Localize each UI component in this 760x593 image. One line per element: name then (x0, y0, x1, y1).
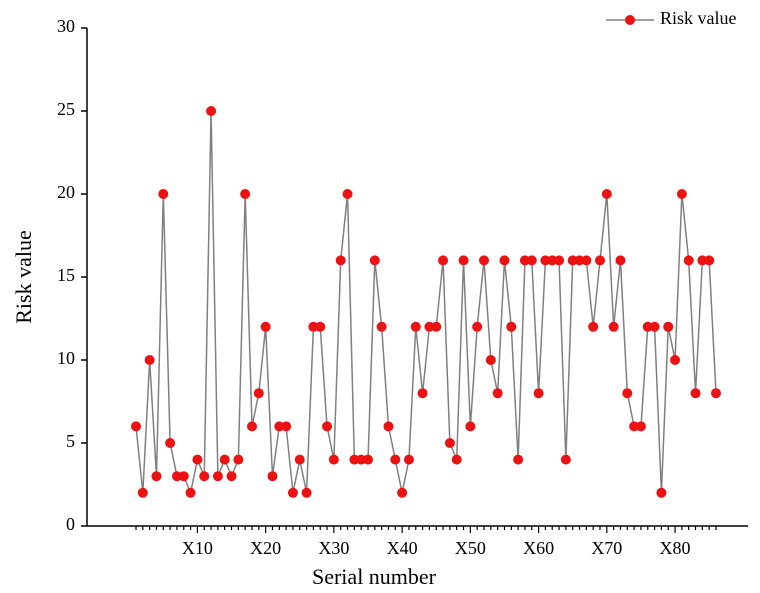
point (410, 321, 421, 332)
point (608, 321, 619, 332)
x-tick-label: X60 (523, 538, 554, 558)
point (165, 438, 176, 448)
point (260, 321, 271, 332)
y-tick-label: 0 (66, 514, 75, 534)
point (417, 388, 428, 399)
point (212, 471, 223, 482)
point (322, 421, 333, 432)
point (403, 454, 414, 465)
x-tick-label: X70 (591, 538, 622, 558)
point (131, 421, 141, 432)
point (649, 321, 660, 332)
x-tick-label: X40 (387, 538, 418, 558)
point (506, 321, 517, 332)
point (615, 255, 626, 266)
point (151, 471, 162, 482)
point (472, 321, 483, 332)
point (390, 454, 401, 465)
point (247, 421, 257, 432)
y-tick-label: 10 (57, 348, 75, 368)
point (513, 454, 524, 465)
y-tick-label: 30 (57, 16, 75, 36)
point (711, 388, 721, 399)
point (233, 454, 244, 465)
point (431, 321, 442, 332)
point (704, 255, 715, 266)
point (281, 421, 292, 432)
legend-label: Risk value (660, 8, 737, 28)
point (206, 106, 217, 116)
point (383, 421, 394, 432)
point (335, 255, 346, 266)
point (178, 471, 189, 482)
x-tick-label: X10 (182, 538, 213, 558)
x-tick-label: X80 (660, 538, 691, 558)
point (690, 388, 701, 399)
point (192, 454, 203, 465)
point (601, 189, 612, 199)
x-tick-label: X30 (318, 538, 349, 558)
point (376, 321, 387, 332)
y-tick-label: 25 (57, 99, 75, 119)
point (315, 321, 326, 332)
point (663, 321, 674, 332)
point (294, 454, 305, 465)
point (560, 454, 571, 465)
x-tick-label: X20 (250, 538, 281, 558)
point (526, 255, 537, 266)
point (158, 189, 169, 199)
point (144, 355, 155, 365)
point (199, 471, 210, 482)
point (676, 189, 687, 199)
point (588, 321, 599, 332)
legend-marker (625, 15, 635, 25)
point (656, 487, 667, 498)
point (622, 388, 633, 399)
point (253, 388, 264, 399)
point (363, 454, 373, 465)
point (267, 471, 278, 482)
point (479, 255, 489, 266)
y-tick-label: 5 (66, 431, 75, 451)
point (683, 255, 694, 266)
point (438, 255, 449, 266)
point (328, 454, 339, 465)
point (240, 189, 251, 199)
point (226, 471, 237, 482)
point (595, 255, 605, 266)
x-tick-label: X50 (455, 538, 486, 558)
point (499, 255, 510, 266)
point (554, 255, 565, 266)
point (465, 421, 476, 432)
point (485, 355, 496, 365)
point (533, 388, 544, 399)
y-axis-title: Risk value (11, 230, 36, 324)
point (670, 355, 681, 365)
point (301, 487, 312, 498)
x-axis-title: Serial number (312, 564, 437, 589)
point (458, 255, 469, 266)
point (397, 487, 408, 498)
point (635, 421, 646, 432)
point (219, 454, 230, 465)
point (492, 388, 503, 399)
point (137, 487, 148, 498)
point (185, 487, 196, 498)
point (581, 255, 592, 266)
point (444, 438, 455, 448)
y-tick-label: 15 (57, 265, 75, 285)
point (451, 454, 462, 465)
point (287, 487, 298, 498)
y-tick-label: 20 (57, 182, 75, 202)
point (342, 189, 353, 199)
point (369, 255, 380, 266)
series-line (135, 110, 717, 496)
